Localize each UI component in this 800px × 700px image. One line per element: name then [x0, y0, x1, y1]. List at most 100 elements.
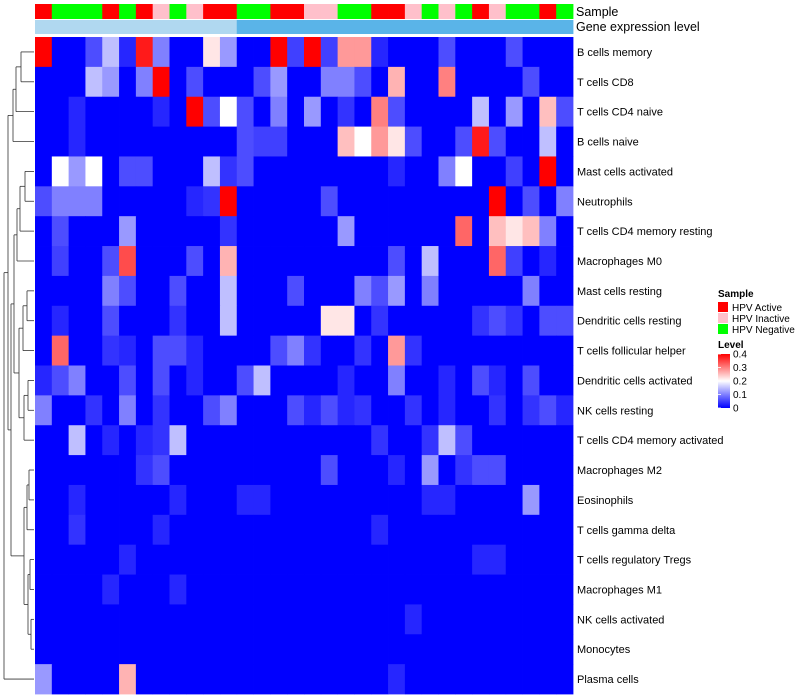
heatmap-cell [51, 365, 70, 396]
heatmap-cell [102, 484, 120, 516]
heatmap-cell [488, 216, 507, 247]
heatmap-cell [287, 425, 305, 456]
heatmap-cell [371, 425, 389, 456]
heatmap-cell [522, 484, 540, 516]
heatmap-cell [388, 96, 406, 127]
heatmap-cell [421, 484, 439, 516]
row-label: Macrophages M0 [577, 256, 662, 268]
heatmap-cell [35, 96, 53, 127]
heatmap-cell [35, 246, 53, 277]
heatmap-cell [320, 365, 339, 396]
heatmap-cell [287, 186, 305, 217]
sample-annotation-cell [421, 4, 439, 19]
heatmap-cell [488, 305, 507, 337]
heatmap-cell [135, 156, 154, 187]
heatmap-cell [304, 37, 322, 68]
expression-annotation-cell [152, 20, 170, 34]
heatmap-cell [320, 455, 339, 486]
heatmap-cell [556, 275, 574, 307]
heatmap-cell [169, 246, 187, 277]
heatmap-cell [152, 186, 170, 217]
heatmap-cell [556, 246, 574, 277]
heatmap-cell [203, 455, 221, 486]
heatmap-cell [455, 66, 473, 98]
row-label: T cells gamma delta [577, 525, 676, 537]
heatmap-cell [472, 634, 490, 665]
heatmap-cell [85, 216, 103, 247]
heatmap-cell [354, 604, 372, 635]
expression-annotation-cell [253, 20, 271, 34]
heatmap-cell [488, 574, 507, 605]
sample-annotation-cell [35, 4, 53, 19]
sample-annotation-cell [253, 4, 271, 19]
heatmap-cell [152, 484, 170, 516]
heatmap-cell [35, 425, 53, 456]
heatmap-cell [539, 574, 557, 605]
row-label: Eosinophils [577, 495, 634, 507]
heatmap-cell [203, 37, 221, 68]
expression-annotation-cell [102, 20, 120, 34]
heatmap-cell [287, 604, 305, 635]
heatmap-cell [253, 305, 271, 337]
heatmap-cell [35, 574, 53, 605]
heatmap-cell [68, 66, 86, 98]
heatmap-cell [522, 395, 540, 426]
heatmap-cell [320, 395, 339, 426]
heatmap-cell [388, 664, 406, 695]
row-label: T cells CD4 memory activated [577, 435, 724, 447]
heatmap-cell [539, 514, 557, 546]
heatmap-cell [556, 514, 574, 546]
heatmap-cell [68, 216, 86, 247]
heatmap-cell [152, 246, 170, 277]
heatmap-cell [270, 484, 288, 516]
heatmap-cell [219, 305, 238, 337]
heatmap-cell [270, 305, 288, 337]
heatmap-cell [219, 126, 238, 157]
heatmap-cell [371, 664, 389, 695]
heatmap-cell [35, 514, 53, 546]
heatmap-cell [539, 544, 557, 575]
heatmap-cell [169, 126, 187, 157]
heatmap-cell [320, 126, 339, 157]
heatmap-cell [236, 335, 254, 366]
heatmap-cell [556, 664, 574, 695]
heatmap-cell [119, 365, 137, 396]
heatmap-cell [68, 96, 86, 127]
heatmap-cell [522, 455, 540, 486]
row-label: T cells regulatory Tregs [577, 555, 692, 567]
heatmap-cell [421, 425, 439, 456]
sample-annotation-cell [371, 4, 389, 19]
heatmap-cell [68, 484, 86, 516]
heatmap-cell [102, 395, 120, 426]
heatmap-cell [556, 574, 574, 605]
heatmap-cell [236, 275, 254, 307]
heatmap-cell [169, 544, 187, 575]
heatmap-cell [337, 455, 355, 486]
sample-annotation-cell [438, 4, 456, 19]
heatmap-cell [135, 37, 154, 68]
heatmap-cell [404, 216, 423, 247]
heatmap-cell [219, 365, 238, 396]
heatmap-cell [152, 305, 170, 337]
heatmap-cell [169, 156, 187, 187]
level-legend-title: Level [718, 340, 744, 351]
heatmap-cell [438, 66, 456, 98]
expression-annotation-cell [505, 20, 523, 34]
heatmap-cell [85, 604, 103, 635]
sample-annotation-cell [320, 4, 339, 19]
heatmap-cell [236, 634, 254, 665]
heatmap-cell [135, 66, 154, 98]
heatmap-cell [203, 216, 221, 247]
heatmap-cell [51, 604, 70, 635]
heatmap-cell [472, 66, 490, 98]
heatmap-cell [304, 514, 322, 546]
heatmap-cell [438, 126, 456, 157]
heatmap-cell [320, 96, 339, 127]
heatmap-cell [522, 96, 540, 127]
row-label: Dendritic cells activated [577, 375, 693, 387]
expression-annotation-cell [371, 20, 389, 34]
sample-annotation-cell [236, 4, 254, 19]
heatmap-cell [169, 395, 187, 426]
heatmap-cell [556, 425, 574, 456]
heatmap-cell [236, 126, 254, 157]
